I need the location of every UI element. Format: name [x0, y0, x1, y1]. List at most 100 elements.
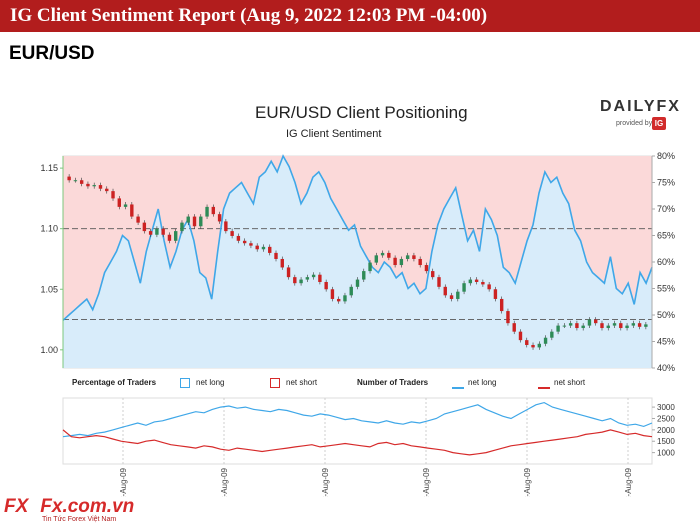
date-axis: 2022-Aug-09 2022-Aug-09 2022-Aug-09 2022-Au…: [119, 467, 633, 497]
date-label: 2022-Aug-09: [523, 467, 532, 497]
price-tick-label: 1.15: [40, 163, 58, 173]
date-label: 2022-Aug-09: [321, 467, 330, 497]
candle-body: [180, 222, 184, 232]
net-long-line: [62, 154, 653, 321]
traders-tick-label: 2000: [657, 426, 675, 435]
price-candles: [67, 174, 648, 350]
candle-body: [274, 252, 278, 259]
traders-frame: [62, 397, 653, 465]
candle-body: [79, 180, 84, 184]
candle-body: [619, 323, 623, 329]
candle-body: [311, 274, 316, 278]
candle-body: [556, 325, 560, 332]
candle-body: [594, 319, 598, 324]
candle-body: [499, 298, 504, 312]
candle-body: [631, 323, 636, 326]
candle-body: [431, 271, 435, 278]
percent-tick-label: 50%: [657, 310, 675, 320]
candle-body: [387, 252, 391, 258]
legend-num-net-long: net long: [468, 378, 497, 387]
percent-tick-label: 45%: [657, 337, 675, 347]
candle-body: [612, 323, 617, 326]
traders-net-long-line: [62, 401, 653, 438]
candle-body: [67, 176, 71, 181]
legend-num-net-short: net short: [554, 378, 586, 387]
percent-tick-label: 75%: [657, 178, 675, 188]
candle-body: [537, 343, 541, 348]
date-label: 2022-Aug-09: [624, 467, 633, 497]
candle-body: [167, 234, 172, 241]
candle-body: [380, 252, 385, 256]
candle-body: [330, 289, 335, 299]
candle-body: [412, 255, 416, 259]
candle-body: [600, 323, 604, 329]
candle-body: [468, 279, 473, 284]
candle-body: [148, 231, 153, 235]
candle-body: [249, 243, 253, 246]
candle-body: [318, 274, 322, 282]
candle-body: [105, 188, 109, 192]
candle-body: [174, 231, 178, 241]
footer-tagline: Tin Tức Forex Việt Nam: [42, 516, 117, 523]
fx-com-vn-logo: FX Fx.com.vn Tin Tức Forex Việt Nam: [4, 496, 164, 530]
candle-body: [587, 319, 592, 326]
price-tick-label: 1.10: [40, 224, 58, 234]
legend-num-long-swatch: [452, 382, 464, 391]
legend-num-short-swatch: [538, 382, 550, 391]
candle-body: [205, 206, 209, 217]
candle-body: [343, 295, 347, 302]
traders-axis: 3000 2500 2000 1500 1000: [652, 403, 675, 458]
traders-tick-label: 2500: [657, 414, 675, 423]
candle-body: [280, 258, 284, 268]
candle-body: [161, 228, 165, 235]
candle-body: [236, 235, 241, 241]
price-tick-label: 1.05: [40, 284, 58, 294]
pair-heading: EUR/USD: [9, 43, 95, 64]
candle-body: [506, 311, 510, 324]
footer-brand: Fx.com.vn: [40, 496, 135, 517]
candle-body: [117, 198, 121, 207]
legend-net-long-box: [180, 378, 190, 390]
candle-body: [349, 286, 353, 296]
candle-body: [399, 258, 404, 266]
candle-body: [481, 281, 485, 285]
traders-tick-label: 3000: [657, 403, 675, 412]
candle-body: [362, 271, 366, 280]
candle-body: [568, 323, 573, 326]
candle-body: [562, 325, 567, 327]
candle-body: [217, 214, 222, 222]
candle-body: [525, 340, 529, 345]
net-short-area: [63, 156, 652, 321]
candle-body: [487, 284, 491, 290]
candle-body: [211, 206, 216, 215]
legend-number-label: Number of Traders: [357, 378, 429, 387]
traders-grid: [62, 397, 653, 465]
candle-body: [512, 323, 516, 332]
candle-body: [625, 325, 629, 329]
legend-net-long: net long: [196, 378, 225, 387]
candle-body: [543, 337, 548, 344]
footer-brand-prefix: FX: [4, 496, 29, 517]
candle-body: [581, 325, 585, 329]
legend-percentage-label: Percentage of Traders: [72, 378, 157, 387]
provided-by-text: provided by: [616, 120, 653, 127]
candle-body: [575, 323, 579, 329]
candle-body: [286, 267, 291, 278]
candle-body: [393, 257, 397, 266]
candle-body: [418, 258, 422, 266]
candle-body: [531, 344, 535, 348]
candle-body: [123, 204, 128, 207]
report-header-bar: IG Client Sentiment Report (Aug 9, 2022 …: [0, 0, 700, 32]
traders-net-short-line: [62, 429, 653, 456]
candle-body: [299, 279, 303, 284]
traders-tick-label: 1000: [657, 449, 675, 458]
candle-body: [374, 255, 379, 263]
candle-body: [550, 331, 554, 338]
candle-body: [199, 216, 203, 227]
price-axis: 1.15 1.10 1.05 1.00: [40, 156, 64, 368]
percent-tick-label: 65%: [657, 231, 675, 241]
positioning-chart: 1.15 1.10 1.05 1.00 80% 75% 70% 65% 60% 55% 50% 45…: [40, 151, 675, 372]
candle-body: [86, 183, 90, 187]
chart-legend: Percentage of Traders net long net short…: [72, 378, 672, 394]
reference-lines: [63, 228, 652, 320]
